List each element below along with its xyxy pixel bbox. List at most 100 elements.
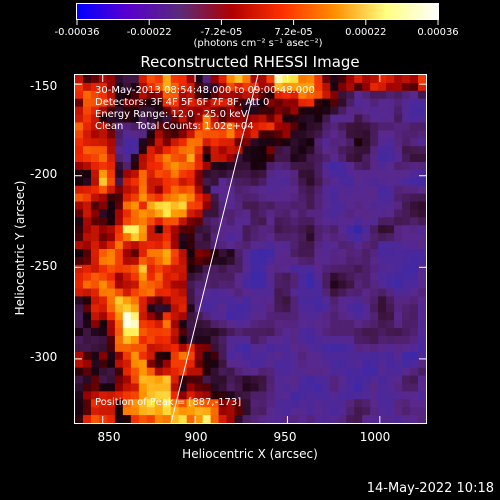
heatmap-cell [122, 217, 132, 226]
heatmap-cell [346, 367, 355, 377]
heatmap-cell [274, 130, 284, 139]
heatmap-cell [314, 233, 323, 242]
heatmap-cell [290, 391, 299, 400]
heatmap-cell [418, 280, 426, 290]
heatmap-cell [306, 114, 315, 124]
heatmap-cell [146, 312, 156, 321]
heatmap-cell [218, 312, 228, 321]
heatmap-cell [370, 272, 379, 282]
heatmap-cell [266, 193, 276, 203]
heatmap-cell [290, 264, 299, 274]
heatmap-cell [194, 383, 204, 392]
heatmap-cell [402, 75, 411, 84]
heatmap-cell [298, 399, 307, 408]
y-tick-label: -200 [30, 167, 58, 181]
heatmap-cell [266, 241, 276, 250]
heatmap-cell [362, 407, 371, 416]
heatmap-cell [274, 312, 284, 321]
heatmap-cell [354, 343, 363, 353]
heatmap-cell [154, 241, 164, 250]
heatmap-cell [130, 391, 140, 400]
heatmap-cell [138, 82, 148, 92]
heatmap-cell [354, 304, 363, 313]
heatmap-cell [106, 90, 116, 100]
heatmap-cell [386, 375, 395, 385]
heatmap-cell [202, 177, 212, 187]
heatmap-cell [330, 312, 339, 321]
heatmap-cell [258, 177, 268, 187]
heatmap-cell [122, 399, 132, 408]
heatmap-cell [274, 367, 284, 377]
heatmap-cell [138, 114, 148, 124]
heatmap-cell [218, 280, 228, 290]
heatmap-cell [218, 162, 228, 171]
heatmap-cell [242, 320, 252, 329]
heatmap-cell [106, 399, 116, 408]
heatmap-cell [98, 162, 108, 171]
heatmap-cell [178, 367, 188, 377]
heatmap-cell [122, 264, 132, 274]
heatmap-cell [346, 233, 355, 242]
heatmap-cell [234, 162, 244, 171]
heatmap-cell [82, 336, 92, 345]
x-tick-label: 850 [97, 430, 121, 444]
heatmap-cell [410, 154, 419, 163]
heatmap-cell [90, 312, 100, 321]
heatmap-cell [146, 249, 156, 258]
heatmap-cell [418, 351, 426, 361]
heatmap-cell [362, 233, 371, 242]
heatmap-cell [90, 415, 100, 423]
heatmap-cell [330, 90, 339, 100]
heatmap-cell [370, 185, 379, 195]
heatmap-cell [410, 162, 419, 171]
heatmap-cell [106, 249, 116, 258]
heatmap-cell [410, 320, 419, 329]
heatmap-cell [242, 75, 252, 84]
heatmap-cell [154, 280, 164, 290]
heatmap-cell [178, 288, 188, 298]
heatmap-cell [354, 383, 363, 392]
heatmap-cell [178, 193, 188, 203]
heatmap-cell [322, 209, 331, 218]
heatmap-cell [226, 383, 236, 392]
heatmap-cell [346, 75, 355, 84]
heatmap-cell [186, 312, 196, 321]
heatmap-cell [210, 138, 220, 147]
heatmap-cell [154, 336, 164, 345]
heatmap-cell [218, 233, 228, 242]
heatmap-cell [386, 407, 395, 416]
heatmap-cell [234, 90, 244, 100]
heatmap-cell [162, 328, 172, 337]
heatmap-cell [218, 399, 228, 408]
heatmap-cell [418, 367, 426, 377]
heatmap-cell [322, 162, 331, 171]
heatmap-cell [258, 82, 268, 92]
heatmap-cell [178, 407, 188, 416]
heatmap-cell [162, 415, 172, 423]
heatmap-cell [154, 399, 164, 408]
heatmap-cell [298, 106, 307, 116]
heatmap-cell [322, 336, 331, 345]
heatmap-cell [130, 399, 140, 408]
heatmap-cell [122, 177, 132, 187]
heatmap-cell [290, 82, 299, 92]
heatmap-cell [170, 106, 180, 116]
heatmap-cell [290, 185, 299, 195]
heatmap-cell [114, 328, 124, 337]
heatmap-cell [314, 264, 323, 274]
heatmap-cell [314, 383, 323, 392]
heatmap-cell [362, 241, 371, 250]
heatmap-cell [394, 351, 403, 361]
heatmap-cell [274, 320, 284, 329]
heatmap-cell [154, 114, 164, 124]
heatmap-cell [378, 280, 387, 290]
heatmap-cell [114, 177, 124, 187]
heatmap-cell [338, 351, 347, 361]
heatmap-cell [274, 256, 284, 266]
heatmap-cell [250, 415, 260, 423]
heatmap-cell [386, 280, 395, 290]
heatmap-cell [90, 169, 100, 179]
heatmap-cell [90, 288, 100, 298]
heatmap-cell [234, 75, 244, 84]
heatmap-cell [354, 296, 363, 305]
